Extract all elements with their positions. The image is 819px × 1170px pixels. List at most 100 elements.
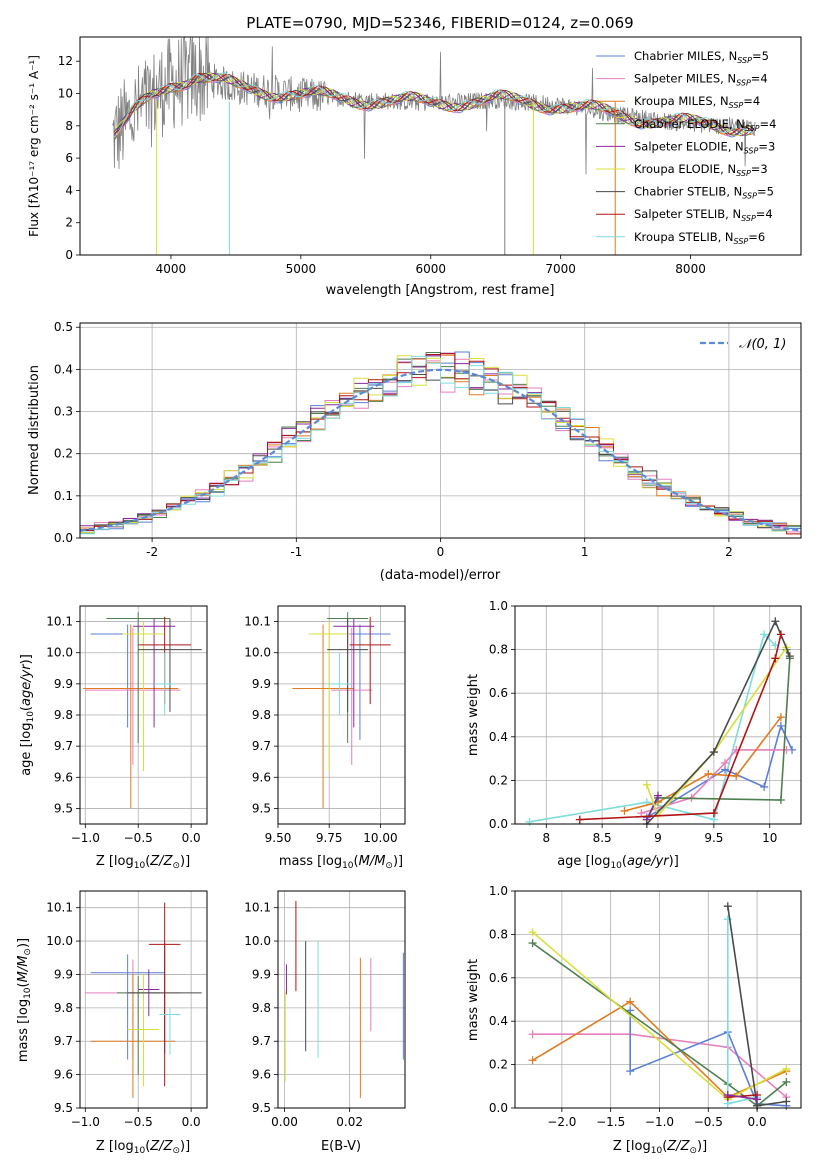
weight-marker [704, 769, 713, 778]
y-tick-label: 10.1 [244, 615, 271, 629]
y-tick-label: 0.4 [489, 730, 508, 744]
y-tick-label: 0.4 [489, 1014, 508, 1028]
mass-vs-metallicity-frame [79, 890, 208, 1109]
y-tick-label: 9.7 [252, 739, 271, 753]
y-tick-label: 9.8 [252, 1001, 271, 1015]
weight-marker [776, 796, 785, 805]
mass-vs-metallicity-ylabel: mass [log10(M/M⊙)] [16, 938, 33, 1062]
legend-label: Kroupa STELIB, NSSP=6 [634, 230, 765, 246]
y-tick-label: 0.6 [489, 686, 508, 700]
y-tick-label: 10.0 [46, 934, 73, 948]
x-tick-label: 0.02 [336, 1115, 363, 1129]
x-tick-label: −1.0 [645, 1115, 674, 1129]
age-vs-mass-panel: 9.50 9.75 10.00 9.5 9.6 9.7 9.8 9.9 10.0 10.1 mas… [244, 605, 406, 871]
weight-marker [528, 1030, 537, 1039]
y-tick-label: 9.9 [252, 677, 271, 691]
weight-marker [782, 1064, 791, 1073]
x-tick-label: 9 [654, 831, 662, 845]
weight-marker [654, 791, 662, 800]
gaussian-legend-label: 𝒩(0, 1) [739, 337, 786, 352]
x-tick-label: 10 [762, 831, 777, 845]
weight-marker [709, 809, 718, 818]
x-tick-label: 0 [437, 545, 445, 559]
y-tick-label: 9.7 [252, 1034, 271, 1048]
y-tick-label: 10.1 [244, 901, 271, 915]
y-tick-label: 9.8 [252, 708, 271, 722]
x-tick-label: −2.0 [547, 1115, 576, 1129]
legend-label: Chabrier MILES, NSSP=5 [634, 49, 769, 65]
x-tick-label: 10.00 [363, 831, 397, 845]
x-tick-label: 1 [581, 545, 589, 559]
weight-series-line [646, 646, 788, 817]
model-spectrum [113, 72, 753, 138]
model-spectrum [113, 73, 754, 135]
x-tick-label: 9.5 [704, 831, 723, 845]
x-tick-label: 4000 [156, 262, 187, 276]
y-tick-label: 10.0 [244, 934, 271, 948]
legend-label: Salpeter ELODIE, NSSP=3 [634, 139, 775, 155]
y-tick-label: 9.7 [54, 739, 73, 753]
y-tick-label: 10.1 [46, 901, 73, 915]
mass-vs-ebv-xlabel: E(B-V) [321, 1139, 361, 1154]
y-tick-label: 1.0 [489, 599, 508, 613]
y-tick-label: 9.9 [252, 967, 271, 981]
x-tick-label: −1.0 [71, 1115, 100, 1129]
x-tick-label: 2 [725, 545, 733, 559]
x-tick-label: 8.5 [593, 831, 612, 845]
weight-series-line [532, 1033, 787, 1098]
weight-marker [637, 809, 646, 818]
weight-marker [771, 617, 780, 626]
x-tick-label: 5000 [286, 262, 317, 276]
y-tick-label: 0.5 [54, 320, 73, 334]
y-tick-label: 9.6 [252, 1068, 271, 1082]
legend-label: Chabrier ELODIE, NSSP=4 [634, 117, 776, 133]
y-tick-label: 9.8 [54, 1001, 73, 1015]
residuals-ylabel: Normed distribution [27, 365, 42, 495]
spectrum-title: PLATE=0790, MJD=52346, FIBERID=0124, z=0… [246, 14, 633, 32]
y-tick-label: 10 [58, 87, 73, 101]
weight-marker [626, 1067, 635, 1076]
weight-marker [776, 721, 785, 730]
weight-series-line [532, 942, 787, 1107]
y-tick-label: 9.6 [252, 770, 271, 784]
weight-vs-age-xlabel: age [log10(age/yr)] [557, 854, 679, 871]
age-vs-mass-xlabel: mass [log10(M/M⊙)] [279, 854, 403, 871]
x-tick-label: 0.0 [182, 831, 201, 845]
y-tick-label: 9.5 [54, 1101, 73, 1115]
x-tick-label: -1 [290, 545, 302, 559]
weight-vs-metallicity-panel: −2.0 −1.5 −1.0 −0.5 0.0 0.0 0.2 0.4 0.6 0.8 1.0 Z … [466, 884, 802, 1156]
y-tick-label: 10.1 [46, 615, 73, 629]
spectrum-ylabel: Flux [fλ10⁻¹⁷ erg cm⁻² s⁻¹ A⁻¹] [27, 55, 41, 237]
weight-marker [776, 713, 785, 722]
x-tick-label: −0.5 [124, 1115, 153, 1129]
age-vs-metallicity-xlabel: Z [log10(Z/Z⊙)] [96, 854, 190, 871]
y-tick-label: 0.0 [489, 1101, 508, 1115]
x-tick-label: 0.0 [748, 1115, 767, 1129]
weight-marker [760, 630, 769, 639]
y-tick-label: 0.2 [489, 1058, 508, 1072]
y-tick-label: 9.5 [252, 1101, 271, 1115]
y-tick-label: 4 [65, 183, 73, 197]
y-tick-label: 9.7 [54, 1034, 73, 1048]
mass-vs-metallicity-xlabel: Z [log10(Z/Z⊙)] [96, 1139, 190, 1156]
legend-label: Salpeter MILES, NSSP=4 [634, 72, 768, 88]
weight-marker [776, 630, 785, 639]
weight-series-line [727, 1094, 758, 1101]
model-spectrum [113, 72, 754, 137]
weight-marker [575, 815, 584, 824]
spectrum-frame [79, 36, 802, 256]
weight-series-line [529, 632, 776, 823]
spectrum-xlabel: wavelength [Angstrom, rest frame] [326, 283, 555, 298]
x-tick-label: −0.5 [124, 831, 153, 845]
y-tick-label: 9.9 [54, 967, 73, 981]
y-tick-label: 9.9 [54, 677, 73, 691]
legend-label: Salpeter STELIB, NSSP=4 [634, 207, 773, 223]
x-tick-label: −1.0 [71, 831, 100, 845]
y-tick-label: 0.0 [489, 817, 508, 831]
mass-vs-metallicity-panel: −1.0 −0.5 0.0 9.5 9.6 9.7 9.8 9.9 10.0 10.1 Z [lo… [16, 890, 208, 1156]
weight-marker [732, 772, 741, 781]
x-tick-label: 0.00 [271, 1115, 298, 1129]
y-tick-label: 10.0 [244, 646, 271, 660]
x-tick-label: 6000 [415, 262, 446, 276]
